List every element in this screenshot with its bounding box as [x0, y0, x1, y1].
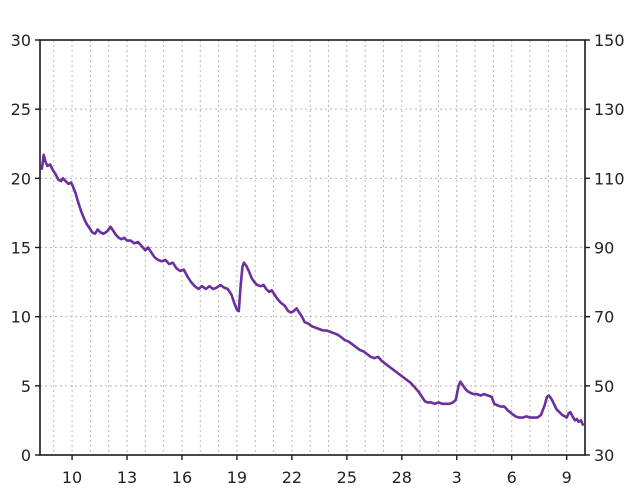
- right-tick-label: 110: [594, 169, 625, 188]
- data-line: [40, 153, 585, 426]
- left-tick-label: 5: [21, 377, 31, 396]
- x-tick-label: 3: [452, 468, 462, 487]
- right-tick-label: 30: [594, 446, 614, 465]
- left-tick-label: 25: [11, 100, 31, 119]
- left-tick-label: 20: [11, 169, 31, 188]
- x-tick-label: 9: [562, 468, 572, 487]
- left-tick-label: 10: [11, 308, 31, 327]
- left-tick-label: 30: [11, 31, 31, 50]
- x-tick-label: 28: [392, 468, 412, 487]
- right-tick-label: 50: [594, 377, 614, 396]
- x-tick-label: 6: [507, 468, 517, 487]
- right-tick-label: 130: [594, 100, 625, 119]
- right-tick-label: 150: [594, 31, 625, 50]
- x-tick-label: 16: [172, 468, 192, 487]
- right-tick-label: 70: [594, 308, 614, 327]
- left-tick-label: 0: [21, 446, 31, 465]
- x-tick-label: 25: [337, 468, 357, 487]
- x-tick-label: 13: [117, 468, 137, 487]
- x-tick-label: 10: [62, 468, 82, 487]
- right-tick-label: 90: [594, 239, 614, 258]
- x-tick-label: 22: [282, 468, 302, 487]
- left-tick-label: 15: [11, 239, 31, 258]
- x-tick-label: 19: [227, 468, 247, 487]
